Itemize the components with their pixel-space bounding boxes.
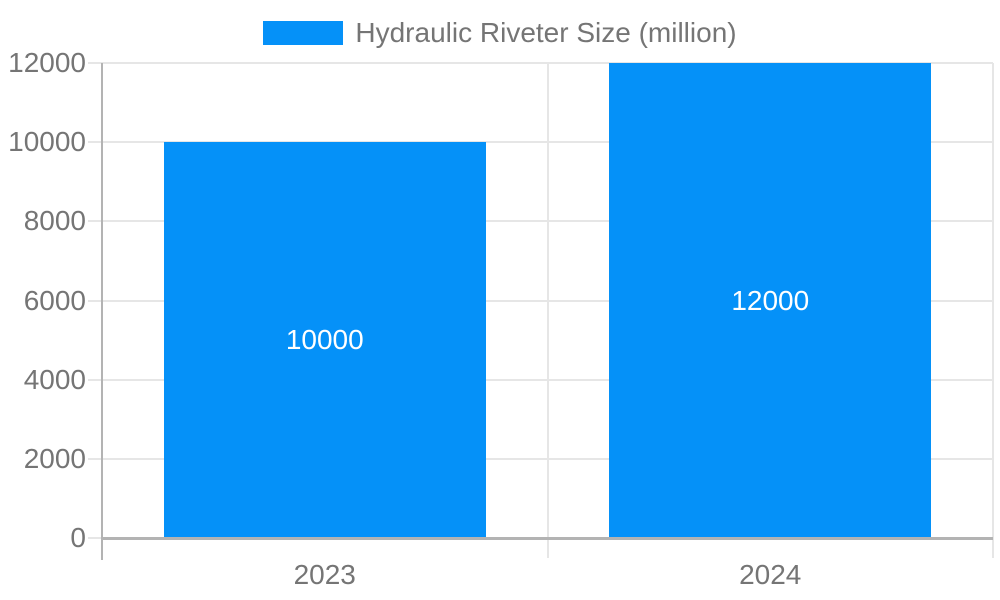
bar-2023 [163,142,486,538]
y-axis-label: 12000 [8,47,86,78]
y-tick [88,457,102,460]
x-axis-label: 2023 [293,559,356,590]
y-tick [88,537,102,539]
y-axis-label: 6000 [23,284,86,316]
y-axis-label: 4000 [23,363,86,395]
x-axis-label: 2024 [739,559,802,590]
plot-right-border [992,63,994,558]
y-tick [88,378,102,381]
y-axis-label: 2000 [23,442,86,474]
y-tick [88,141,102,144]
category-divider [546,63,549,558]
y-tick [88,299,102,302]
y-tick [88,62,102,64]
y-axis-label: 10000 [8,126,86,158]
bar-value-label: 10000 [285,324,364,356]
x-axis-line [101,537,993,540]
bar-2024 [609,63,932,538]
bar-value-label: 12000 [731,284,810,316]
y-tick [88,220,102,223]
y-axis-label: 0 [70,522,86,553]
y-axis-line [101,63,103,560]
y-axis-label: 8000 [23,205,86,237]
